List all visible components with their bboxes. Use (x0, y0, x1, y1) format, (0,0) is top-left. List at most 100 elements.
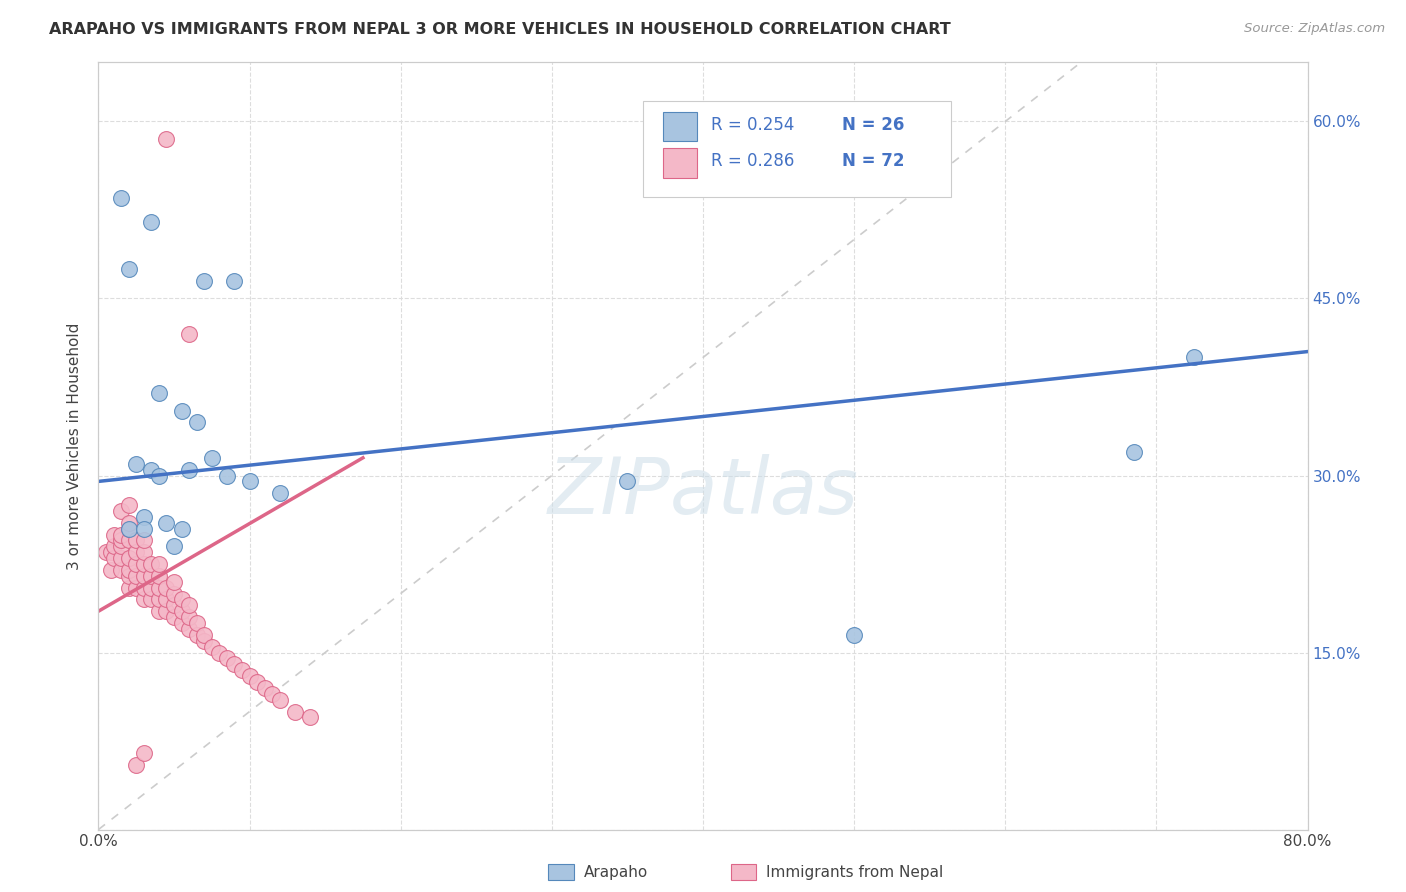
Point (179, 622, 201, 636)
Point (215, 651, 238, 665)
Point (132, 581, 155, 595)
Point (100, 563, 122, 577)
Point (110, 533, 132, 548)
Point (118, 522, 141, 536)
Point (155, 132, 177, 146)
Point (118, 551, 141, 566)
Point (284, 705, 307, 719)
Point (239, 669, 262, 683)
Point (118, 498, 141, 512)
Point (844, 628, 866, 642)
Text: R = 0.286: R = 0.286 (711, 153, 794, 170)
Point (132, 569, 155, 583)
Point (118, 262, 141, 277)
Point (141, 557, 163, 571)
Text: ZIPatlas: ZIPatlas (547, 454, 859, 530)
Point (148, 468, 170, 483)
Point (118, 581, 141, 595)
Point (193, 274, 215, 288)
Point (179, 462, 201, 476)
Point (170, 403, 193, 417)
Point (132, 557, 155, 571)
Y-axis label: 3 or more Vehicles in Household: 3 or more Vehicles in Household (67, 322, 83, 570)
Point (103, 527, 125, 541)
Point (269, 486, 291, 500)
Point (110, 551, 132, 566)
Point (148, 385, 170, 400)
Point (253, 681, 276, 695)
Text: N = 72: N = 72 (842, 153, 904, 170)
Point (141, 215, 163, 229)
Point (110, 539, 132, 553)
FancyBboxPatch shape (664, 112, 697, 142)
Text: R = 0.254: R = 0.254 (711, 116, 794, 135)
Point (132, 592, 155, 607)
Point (148, 604, 170, 618)
Point (262, 687, 284, 701)
Point (125, 569, 148, 583)
Point (299, 710, 322, 724)
Point (148, 569, 170, 583)
Point (125, 757, 148, 772)
Point (118, 569, 141, 583)
Point (170, 615, 193, 630)
Point (201, 450, 224, 465)
Point (118, 522, 141, 536)
Point (118, 533, 141, 548)
Point (118, 563, 141, 577)
Point (186, 615, 208, 630)
Point (224, 274, 246, 288)
Text: Arapaho: Arapaho (583, 865, 648, 880)
Point (193, 633, 215, 648)
Point (239, 475, 262, 489)
Point (141, 569, 163, 583)
Point (125, 581, 148, 595)
Point (179, 610, 201, 624)
Point (186, 628, 208, 642)
Point (110, 191, 132, 205)
FancyBboxPatch shape (643, 101, 950, 197)
Point (170, 522, 193, 536)
Point (1122, 445, 1144, 459)
Point (141, 462, 163, 476)
Point (110, 527, 132, 541)
Text: ARAPAHO VS IMMIGRANTS FROM NEPAL 3 OR MORE VEHICLES IN HOUSEHOLD CORRELATION CHA: ARAPAHO VS IMMIGRANTS FROM NEPAL 3 OR MO… (49, 22, 950, 37)
Point (246, 675, 269, 690)
Point (155, 592, 177, 607)
Point (141, 581, 163, 595)
Point (170, 592, 193, 607)
Point (110, 504, 132, 518)
Point (201, 640, 224, 654)
Point (179, 326, 201, 341)
Text: Source: ZipAtlas.com: Source: ZipAtlas.com (1244, 22, 1385, 36)
Point (224, 657, 246, 672)
Point (125, 533, 148, 548)
Point (132, 545, 155, 559)
Point (132, 509, 155, 524)
Point (148, 581, 170, 595)
Point (616, 475, 638, 489)
Point (163, 610, 186, 624)
Point (118, 516, 141, 530)
Point (125, 557, 148, 571)
Point (155, 581, 177, 595)
Point (141, 592, 163, 607)
Point (125, 545, 148, 559)
Point (163, 586, 186, 600)
Text: N = 26: N = 26 (842, 116, 904, 135)
Point (163, 574, 186, 589)
Point (132, 746, 155, 760)
Point (155, 604, 177, 618)
Point (148, 557, 170, 571)
Point (208, 646, 231, 660)
Point (132, 522, 155, 536)
Point (193, 628, 215, 642)
Point (163, 599, 186, 613)
Point (179, 599, 201, 613)
Point (170, 604, 193, 618)
Point (148, 592, 170, 607)
Text: Immigrants from Nepal: Immigrants from Nepal (766, 865, 943, 880)
Point (110, 563, 132, 577)
Point (186, 416, 208, 430)
Point (163, 539, 186, 553)
